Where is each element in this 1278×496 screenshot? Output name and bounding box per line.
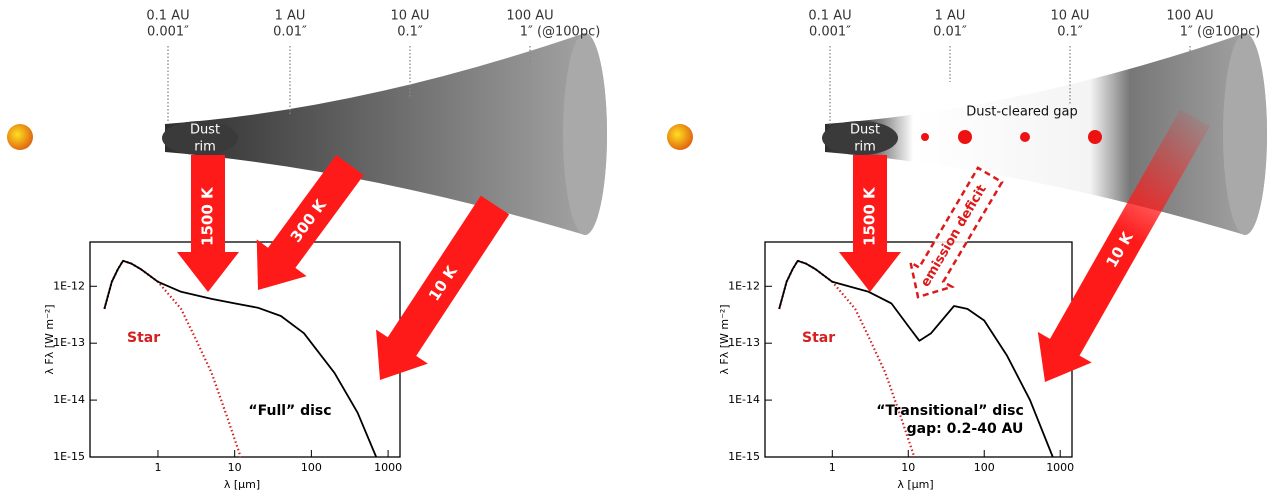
x-tick-label: 1000 bbox=[374, 461, 402, 474]
x-axis-label: λ [μm] bbox=[897, 478, 933, 491]
x-tick-label: 10 bbox=[901, 461, 915, 474]
disc-outer-edge bbox=[1223, 33, 1267, 235]
distance-arcsec: 0.1″ bbox=[1057, 25, 1083, 40]
rim-label: rim bbox=[194, 140, 216, 155]
distance-arcsec: 0.01″ bbox=[933, 25, 967, 40]
y-tick-label: 1E-13 bbox=[728, 336, 760, 349]
distance-au: 10 AU bbox=[1050, 9, 1089, 24]
figure: 0.1 AU0.001″1 AU0.01″10 AU0.1″100 AU1″ (… bbox=[0, 0, 1278, 496]
disc-outer-edge bbox=[563, 33, 607, 235]
distance-au: 100 AU bbox=[506, 9, 553, 24]
y-tick-label: 1E-12 bbox=[728, 279, 760, 292]
series-label: “Transitional” disc bbox=[876, 403, 1024, 419]
distance-arcsec: 0.1″ bbox=[397, 25, 423, 40]
x-tick-label: 1000 bbox=[1046, 461, 1074, 474]
y-tick-label: 1E-14 bbox=[728, 393, 760, 406]
dust-clump bbox=[1088, 130, 1102, 144]
annotation: gap: 0.2-40 AU bbox=[907, 421, 1024, 437]
distance-arcsec: 1″ (@100pc) bbox=[520, 25, 601, 40]
series-label: “Full” disc bbox=[248, 403, 331, 419]
distance-au: 1 AU bbox=[275, 9, 306, 24]
x-tick-label: 1 bbox=[154, 461, 161, 474]
y-tick-label: 1E-13 bbox=[53, 336, 85, 349]
star bbox=[7, 124, 33, 150]
y-axis-label: λ Fλ [W m⁻²] bbox=[718, 304, 731, 374]
distance-au: 0.1 AU bbox=[808, 9, 851, 24]
star bbox=[667, 124, 693, 150]
series-label: Star bbox=[127, 330, 160, 346]
distance-arcsec: 0.001″ bbox=[147, 25, 189, 40]
distance-au: 10 AU bbox=[390, 9, 429, 24]
arrow-label: 1500 K bbox=[199, 186, 217, 246]
dust-clump bbox=[1020, 132, 1030, 142]
dust-clump bbox=[921, 133, 929, 141]
rim-label: rim bbox=[854, 140, 876, 155]
x-tick-label: 1 bbox=[829, 461, 836, 474]
plot-frame bbox=[90, 242, 400, 457]
y-axis-label: λ Fλ [W m⁻²] bbox=[43, 304, 56, 374]
x-tick-label: 100 bbox=[974, 461, 995, 474]
y-tick-label: 1E-12 bbox=[53, 279, 85, 292]
y-tick-label: 1E-15 bbox=[728, 450, 760, 463]
gap-label: Dust-cleared gap bbox=[966, 105, 1077, 120]
distance-arcsec: 0.01″ bbox=[273, 25, 307, 40]
y-tick-label: 1E-14 bbox=[53, 393, 85, 406]
distance-au: 1 AU bbox=[935, 9, 966, 24]
series-label: Star bbox=[802, 330, 835, 346]
distance-arcsec: 0.001″ bbox=[809, 25, 851, 40]
x-tick-label: 10 bbox=[228, 461, 242, 474]
x-tick-label: 100 bbox=[301, 461, 322, 474]
distance-au: 100 AU bbox=[1166, 9, 1213, 24]
dust-clump bbox=[958, 130, 972, 144]
distance-arcsec: 1″ (@100pc) bbox=[1180, 25, 1261, 40]
arrow-label: 1500 K bbox=[861, 186, 879, 246]
y-tick-label: 1E-15 bbox=[53, 450, 85, 463]
x-axis-label: λ [μm] bbox=[224, 478, 260, 491]
rim-label: Dust bbox=[190, 123, 220, 138]
rim-label: Dust bbox=[850, 123, 880, 138]
distance-au: 0.1 AU bbox=[146, 9, 189, 24]
